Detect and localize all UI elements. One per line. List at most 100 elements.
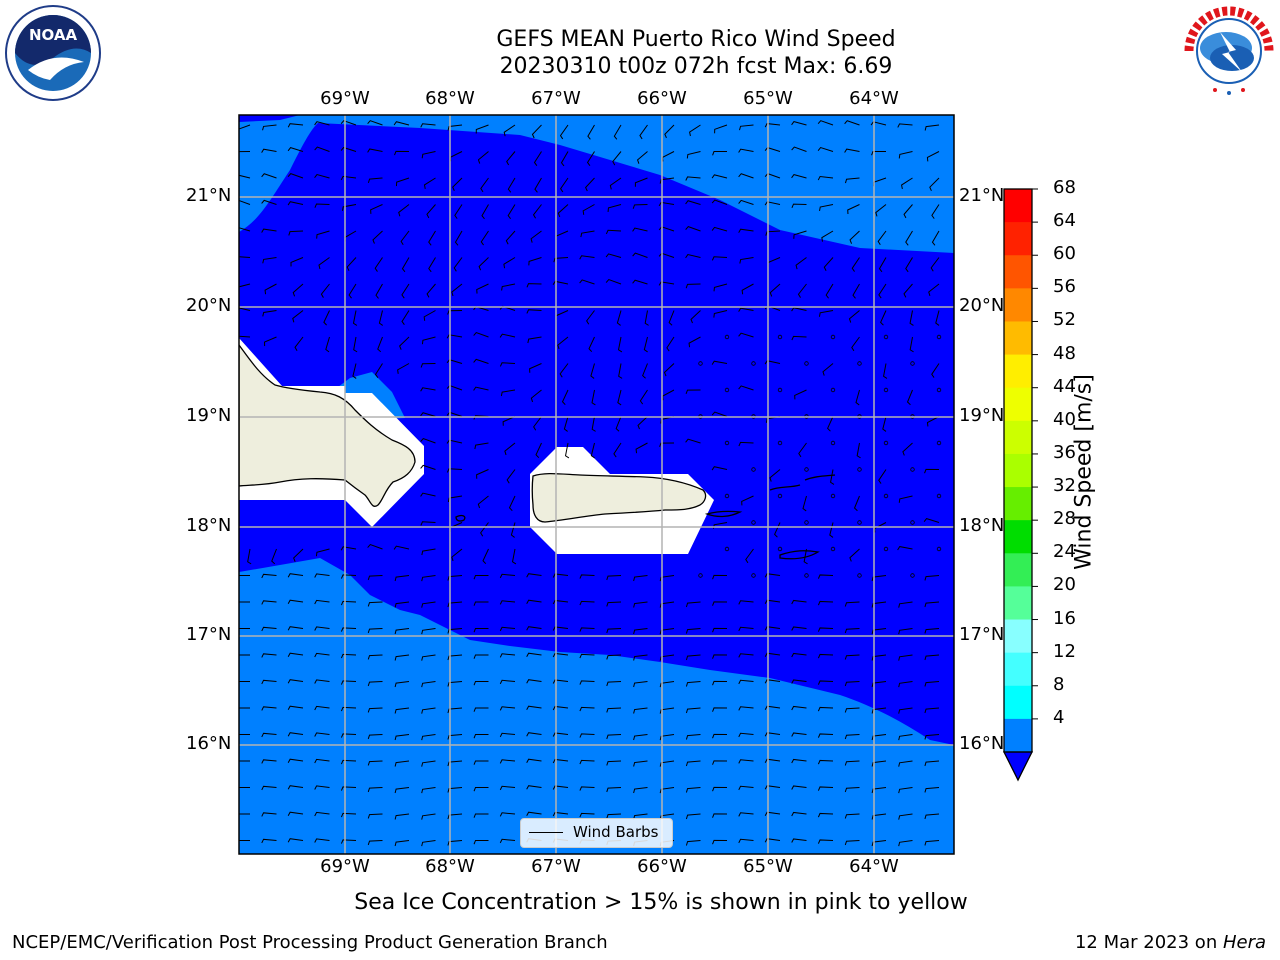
wind-barb <box>639 124 648 140</box>
wind-barb <box>924 654 940 661</box>
wind-barb <box>924 124 940 131</box>
wind-barb <box>526 626 542 631</box>
wind-barb <box>239 124 251 130</box>
colorbar-segment <box>1004 652 1032 687</box>
wind-barb <box>454 204 463 219</box>
wind-barb <box>367 813 383 819</box>
wind-barb <box>499 600 516 605</box>
wind-barb <box>685 760 701 767</box>
wind-barb <box>394 760 410 767</box>
wind-barb <box>713 310 728 318</box>
wind-barb <box>612 151 622 166</box>
wind-barb <box>314 679 330 684</box>
colorbar-frame <box>1003 188 1033 753</box>
wind-barb-calm <box>830 387 836 393</box>
wind-barb <box>924 628 940 634</box>
wind-barb <box>372 230 383 244</box>
wind-barb <box>239 283 251 288</box>
wind-barb <box>582 204 595 215</box>
lat-label-left: 21°N <box>186 185 232 206</box>
wind-barb <box>791 146 807 152</box>
wind-barb <box>287 679 304 684</box>
wind-barb <box>473 707 489 712</box>
wind-barb <box>632 279 648 285</box>
wind-barb <box>367 734 383 740</box>
wind-barb-calm <box>936 334 942 340</box>
wind-barb <box>287 732 304 737</box>
wind-barb <box>528 257 542 266</box>
wind-barb <box>287 123 304 128</box>
wind-barb <box>374 363 383 378</box>
wind-barb <box>632 204 648 209</box>
wind-barb <box>287 573 304 578</box>
wind-barb <box>428 230 436 246</box>
wind-barb <box>606 575 622 581</box>
wind-barb <box>685 840 701 846</box>
wind-barb <box>924 575 940 581</box>
wind-barb <box>340 812 357 818</box>
wind-barb <box>420 412 436 417</box>
wind-barb <box>878 469 887 484</box>
wind-barb <box>928 283 940 296</box>
lat-label-right: 19°N <box>959 405 1005 426</box>
wind-barb <box>817 574 834 579</box>
wind-barb <box>897 123 913 128</box>
wind-barb <box>314 573 330 578</box>
colorbar-tick-label: 4 <box>1053 706 1065 728</box>
wind-barb <box>871 601 887 608</box>
wind-barb <box>711 199 728 205</box>
wind-barb <box>530 230 542 243</box>
wind-barb <box>586 310 595 325</box>
wind-barb <box>616 310 622 326</box>
wind-barb <box>453 257 463 272</box>
wind-barb <box>898 151 913 159</box>
wind-barb <box>791 758 807 764</box>
wind-barb <box>633 787 648 794</box>
wind-barb <box>261 228 277 233</box>
wind-barb <box>526 758 542 763</box>
wind-barb <box>340 120 357 126</box>
wind-barb <box>905 230 913 246</box>
wind-barb <box>606 787 622 793</box>
wind-barb <box>764 599 781 604</box>
wind-barb-calm <box>804 573 809 578</box>
wind-barb <box>502 416 516 426</box>
wind-barb <box>314 838 330 843</box>
wind-barb <box>711 360 728 365</box>
wind-barb <box>659 707 675 714</box>
wind-barb <box>685 734 701 740</box>
wind-barb <box>712 151 728 156</box>
wind-barb <box>534 177 542 193</box>
wind-barb <box>447 601 463 608</box>
wind-barb <box>764 785 781 790</box>
wind-barb <box>606 760 622 766</box>
wind-barb <box>559 363 569 378</box>
wind-barb <box>264 283 277 295</box>
wind-barb <box>399 336 410 350</box>
wind-barb <box>421 734 436 741</box>
wind-barb <box>473 786 489 792</box>
wind-barb <box>764 838 781 843</box>
wind-barb <box>552 785 569 790</box>
wind-barb <box>579 706 595 712</box>
wind-barb <box>849 548 860 562</box>
wind-barb <box>507 204 516 220</box>
lat-label-left: 16°N <box>186 733 232 754</box>
wind-barb <box>287 652 304 657</box>
wind-barb <box>527 336 542 344</box>
wind-barb <box>552 811 569 817</box>
wind-barb <box>871 150 887 156</box>
wind-barb <box>564 442 570 459</box>
wind-barb <box>633 760 648 767</box>
wind-barb <box>644 310 649 326</box>
wind-barb <box>591 389 596 406</box>
wind-barb <box>605 278 622 285</box>
wind-barb <box>844 787 860 793</box>
wind-barb <box>447 734 463 740</box>
wind-barb <box>287 838 304 843</box>
wind-barb <box>711 466 728 471</box>
wind-barb <box>871 628 887 635</box>
wind-barb <box>591 416 596 432</box>
wind-barb <box>929 177 940 192</box>
